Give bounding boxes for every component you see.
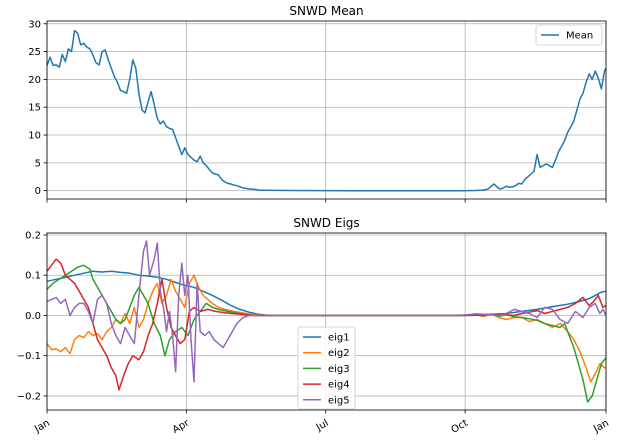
- axes-frame: [46, 232, 607, 411]
- x-tick-label: Jan: [591, 418, 611, 436]
- series-line-mean: [46, 29, 607, 192]
- grid: [46, 21, 607, 199]
- y-tick-label: 0: [35, 186, 41, 197]
- y-tick-label: 25: [28, 47, 41, 58]
- legend: Mean: [535, 24, 603, 46]
- series-line-eig1: [46, 270, 607, 317]
- chart-title: SNWD Mean: [289, 4, 363, 18]
- series-line-eig5: [46, 240, 607, 383]
- legend-frame: [535, 24, 603, 46]
- y-tick-label: −0.1: [17, 351, 41, 362]
- legend-label-eig1: eig1: [328, 333, 350, 344]
- y-tick-label: 10: [28, 131, 41, 142]
- snwd-eigs-axes: −0.2 −0.1 0.0 0.1 0.2 Jan Apr Jul Oct Jan SNWD Eig…: [17, 216, 611, 436]
- legend: eig1 eig2 eig3 eig4 eig5: [297, 326, 356, 410]
- x-tick-label: Jul: [314, 418, 331, 434]
- legend-label-eig2: eig2: [328, 348, 350, 359]
- y-tick-label: −0.2: [17, 391, 41, 402]
- y-tick-label: 0.0: [25, 311, 41, 322]
- y-tick-label: 20: [28, 75, 41, 86]
- legend-label-eig5: eig5: [328, 395, 350, 406]
- legend-label-eig3: eig3: [328, 364, 350, 375]
- y-tick-label: 15: [28, 103, 41, 114]
- x-tick-label: Jan: [32, 418, 52, 436]
- legend-label-eig4: eig4: [328, 380, 350, 391]
- x-tick-label: Oct: [450, 418, 471, 436]
- y-tick-label: 0.1: [25, 271, 41, 282]
- snwd-mean-axes: 0 5 10 15 20 25 30 SNWD Mean Mean: [28, 4, 607, 203]
- y-tick-label: 5: [35, 158, 41, 169]
- y-tick-label: 30: [28, 19, 41, 30]
- x-tick-label: Apr: [171, 417, 192, 436]
- axes-frame: [46, 20, 607, 200]
- legend-label-mean: Mean: [566, 31, 593, 42]
- y-tick-label: 0.2: [25, 231, 41, 242]
- legend-frame: [297, 326, 356, 410]
- chart-title: SNWD Eigs: [293, 216, 359, 230]
